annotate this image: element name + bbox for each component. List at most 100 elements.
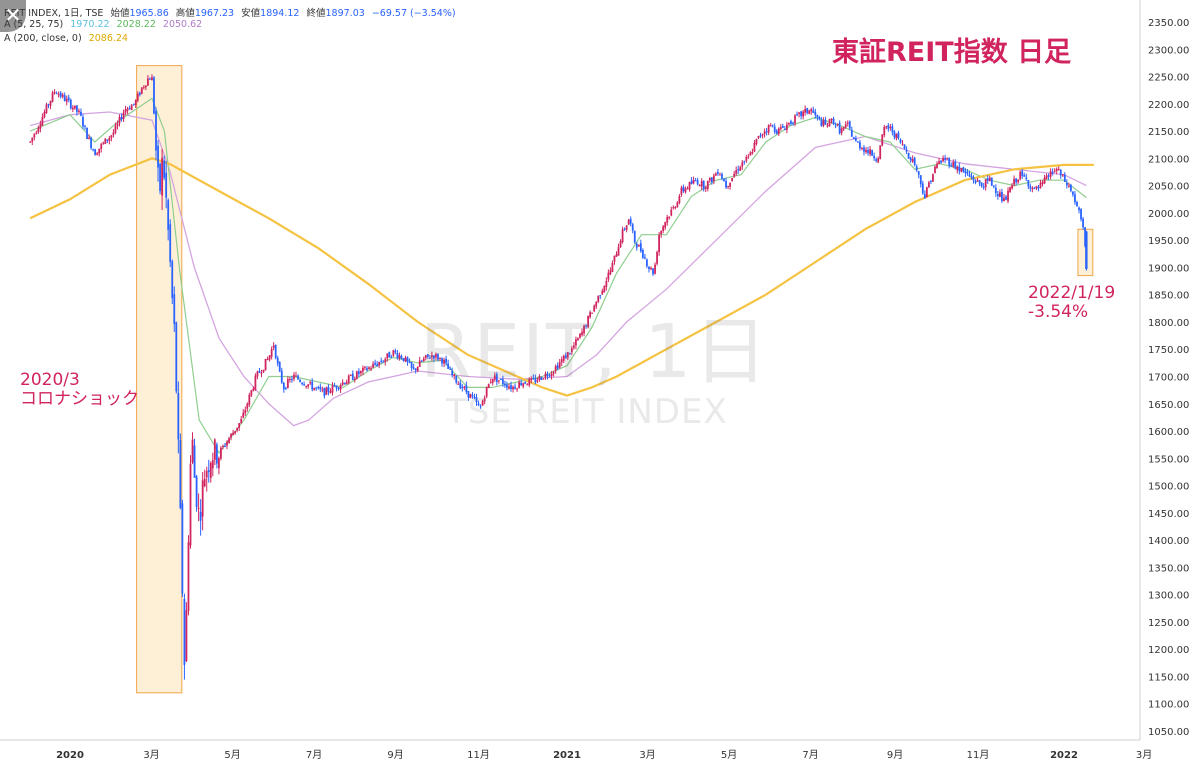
- candle-body: [749, 152, 752, 156]
- candle-body: [954, 162, 957, 169]
- candle-body: [471, 395, 474, 397]
- legend-ohlc: REIT INDEX, 1日, TSE 始値1965.86 高値1967.23 …: [4, 5, 460, 19]
- y-tick-label: 1300.00: [1148, 591, 1189, 602]
- candle-body: [157, 145, 159, 168]
- candle-body: [844, 124, 847, 128]
- candle-body: [595, 302, 598, 307]
- candle-body: [934, 166, 936, 173]
- candle-body: [110, 135, 113, 138]
- x-tick-label: 3月: [143, 749, 159, 761]
- y-tick-label: 1150.00: [1148, 672, 1189, 683]
- x-tick-label: 9月: [887, 749, 903, 761]
- candle-body: [680, 187, 683, 195]
- candle-body: [217, 458, 220, 469]
- candle-body: [808, 110, 811, 114]
- candle-body: [1076, 201, 1078, 207]
- y-tick-label: 1450.00: [1148, 509, 1189, 520]
- candle-body: [215, 444, 218, 464]
- candle-body: [899, 139, 902, 143]
- candle-body: [562, 355, 565, 361]
- candle-body: [911, 159, 914, 162]
- y-tick-label: 1750.00: [1148, 345, 1189, 356]
- legend-low-label: 安値: [241, 8, 261, 19]
- candle-body: [838, 122, 841, 134]
- candle-body: [374, 362, 376, 365]
- candle-body: [459, 382, 462, 389]
- candle-body: [1011, 185, 1013, 189]
- candle-body: [566, 351, 569, 358]
- y-tick-label: 1100.00: [1148, 700, 1189, 711]
- candle-body: [676, 202, 679, 207]
- candle-body: [207, 469, 210, 473]
- candle-body: [575, 339, 577, 346]
- candle-body: [702, 180, 705, 190]
- candle-body: [974, 180, 977, 183]
- candle-body: [39, 124, 42, 129]
- candle-body: [668, 216, 671, 219]
- candle-body: [441, 358, 443, 364]
- candle-body: [388, 351, 391, 358]
- candle-body: [826, 125, 829, 127]
- candle-body: [1027, 179, 1030, 187]
- candle-body: [262, 369, 265, 373]
- legend-high-label: 高値: [175, 8, 195, 19]
- candle-body: [883, 126, 886, 136]
- candle-body: [804, 108, 807, 113]
- candle-body: [599, 295, 602, 297]
- candle-body: [885, 126, 888, 128]
- candle-body: [1072, 191, 1074, 195]
- candle-body: [477, 403, 480, 406]
- candle-body: [67, 97, 70, 100]
- candle-body: [792, 122, 794, 124]
- candle-body: [966, 171, 969, 174]
- candle-body: [359, 370, 362, 374]
- candle-body: [905, 149, 908, 152]
- candle-body: [1007, 190, 1009, 202]
- candle-body: [986, 178, 989, 181]
- candle-body: [108, 137, 111, 141]
- candle-body: [35, 132, 38, 134]
- candle-body: [988, 177, 991, 181]
- candle-body: [972, 177, 975, 181]
- candle-body: [104, 138, 107, 144]
- candle-body: [61, 94, 64, 97]
- candle-body: [656, 251, 658, 264]
- candle-body: [950, 165, 953, 167]
- candle-body: [481, 400, 484, 406]
- candle-body: [765, 131, 768, 133]
- candle-body: [461, 386, 464, 389]
- candle-body: [339, 384, 342, 390]
- candle-body: [538, 375, 541, 380]
- candle-body: [75, 105, 78, 112]
- candle-body: [1013, 178, 1015, 185]
- candle-body: [100, 144, 103, 149]
- annotation-corona-date: 2020/3: [20, 370, 80, 390]
- y-tick-label: 2150.00: [1148, 127, 1189, 138]
- candle-body: [682, 186, 685, 192]
- candle-body: [493, 375, 496, 380]
- candle-body: [274, 344, 277, 359]
- candle-body: [621, 229, 624, 243]
- candle-body: [842, 127, 845, 130]
- candle-body: [769, 125, 772, 127]
- candle-body: [589, 312, 592, 318]
- candle-body: [719, 174, 721, 176]
- candle-body: [775, 130, 778, 134]
- candle-body: [962, 167, 965, 172]
- candle-body: [260, 372, 263, 374]
- candle-body: [299, 379, 301, 382]
- candle-body: [522, 383, 525, 387]
- candle-body: [499, 379, 502, 381]
- candle-body: [396, 352, 399, 358]
- legend-close-label: 終値: [306, 8, 326, 19]
- candle-body: [781, 126, 784, 128]
- candle-body: [666, 216, 669, 223]
- candle-body: [1031, 188, 1034, 190]
- candle-body: [368, 367, 370, 370]
- candle-body: [238, 423, 241, 428]
- candle-body: [102, 142, 105, 144]
- candle-body: [836, 123, 839, 125]
- candle-body: [311, 381, 314, 390]
- candle-body: [222, 445, 224, 447]
